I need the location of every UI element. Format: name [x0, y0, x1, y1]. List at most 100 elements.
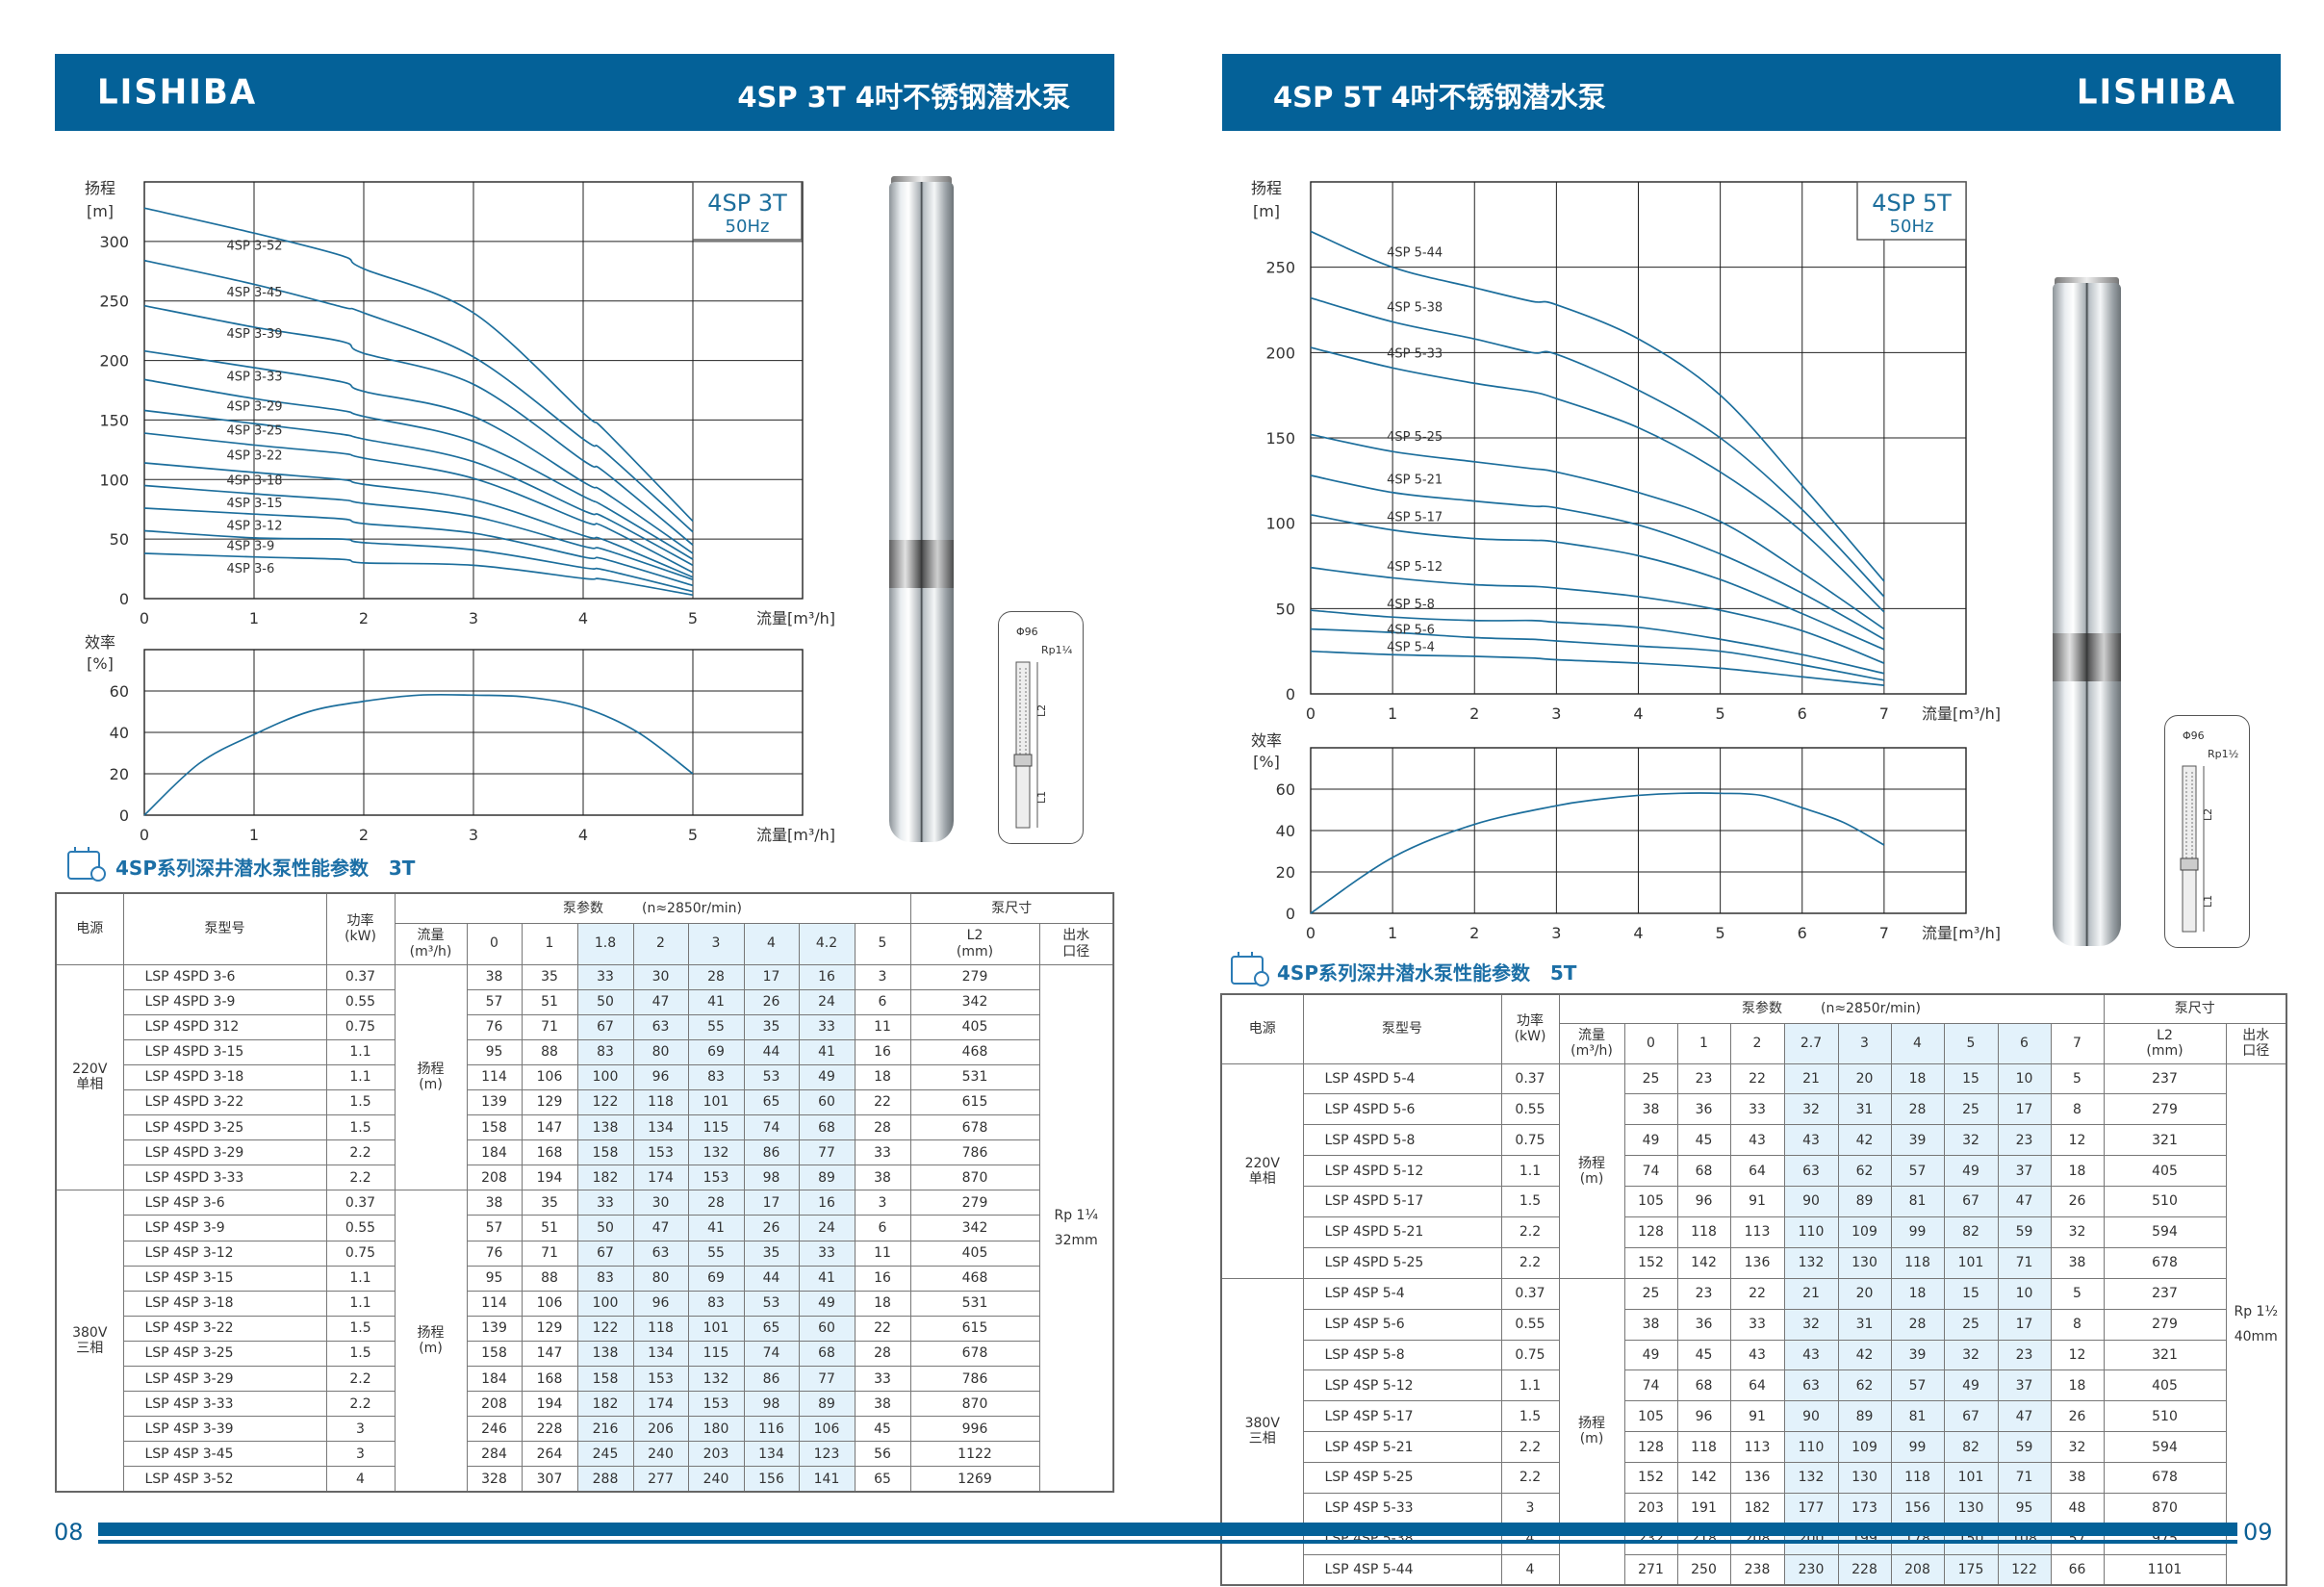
- head-value-cell: 136: [1729, 1246, 1785, 1279]
- head-value-cell: 65: [743, 1315, 800, 1342]
- head-value-cell: 99: [1890, 1216, 1945, 1248]
- head-curve: [143, 259, 694, 533]
- x-tick-label: 2: [359, 609, 369, 627]
- l2-cell: 405: [909, 1013, 1040, 1040]
- table-row: LSP 4SPD 312 0.75 76 71 67 63 55 35 33 11 405: [56, 1013, 1113, 1040]
- table-row: 380V 三相 LSP 4SP 3-6 0.37 扬程 (m) 38 35 33 30 28 17…: [55, 1190, 1113, 1493]
- model-cell: LSP 4SP 3-6: [122, 1190, 327, 1216]
- head-value-cell: 153: [632, 1365, 689, 1393]
- head-value-cell: 5: [2050, 1277, 2105, 1310]
- head-value-cell: 173: [1837, 1492, 1892, 1524]
- head-value-cell: 41: [798, 1038, 856, 1065]
- page-number: 09: [2243, 1519, 2273, 1546]
- col-header-pump-size: 泵尺寸: [909, 892, 1114, 924]
- head-value-cell: 24: [798, 988, 856, 1015]
- svg-text:L1: L1: [2202, 895, 2214, 908]
- head-value-cell: 49: [1943, 1155, 1999, 1188]
- curve-label: 4SP 5-12: [1387, 560, 1443, 575]
- x-tick-label: 5: [688, 609, 698, 627]
- col-header-model: 泵型号: [122, 892, 327, 965]
- head-value-cell: 32: [1783, 1308, 1839, 1341]
- head-curve: [1310, 346, 1885, 613]
- header-bar-right: 4SP 5T 4吋不锈钢潜水泵 LISHIBA: [1222, 54, 2281, 131]
- params-label: 泵参数: [562, 900, 603, 916]
- head-value-cell: 134: [632, 1340, 689, 1368]
- model-cell: LSP 4SPD 3-22: [122, 1088, 327, 1116]
- svg-text:L1: L1: [1035, 791, 1048, 804]
- table-row: LSP 4SP 5-8 0.75 49 45 43 43 42 39 32 23 12 321: [1221, 1339, 2286, 1371]
- head-value-cell: 153: [632, 1139, 689, 1166]
- head-curve: [143, 207, 694, 523]
- y-tick-label: 200: [1265, 344, 1295, 362]
- col-header-outlet: 出水 口径: [1038, 922, 1114, 965]
- head-value-cell: 98: [743, 1391, 800, 1418]
- svg-text:Φ96: Φ96: [1016, 626, 1038, 638]
- table-row: LSP 4SP 5-25 2.2 152 142 136 132 130 118 101 71 38…: [1221, 1462, 2286, 1494]
- head-value-cell: 41: [798, 1265, 856, 1292]
- head-value-cell: 47: [1997, 1400, 2052, 1433]
- power-cell: 0.37: [1500, 1062, 1560, 1095]
- efficiency-curve: [143, 693, 694, 816]
- col-header-flow-value: 3: [1837, 1022, 1892, 1064]
- head-curve: [143, 529, 694, 593]
- head-value-cell: 39: [1890, 1339, 1945, 1371]
- x-tick-label: 4: [1633, 704, 1643, 723]
- head-curve: [1310, 513, 1885, 651]
- section-title: 4SP系列深井潜水泵性能参数 5T: [1277, 961, 1577, 985]
- head-curve: [143, 507, 694, 587]
- head-value-cell: 28: [854, 1340, 911, 1368]
- col-header-flow-value: 2: [632, 922, 689, 965]
- curve-label: 4SP 5-25: [1387, 430, 1443, 445]
- brand-logo: LISHIBA: [2076, 72, 2236, 113]
- head-value-cell: 138: [576, 1114, 634, 1141]
- head-value-cell: 277: [632, 1466, 689, 1493]
- col-header-flow-value: 3: [687, 922, 745, 965]
- head-value-cell: 38: [1623, 1093, 1678, 1126]
- x-tick-label: 4: [578, 609, 588, 627]
- head-value-cell: 12: [2050, 1124, 2105, 1157]
- outlet-thread: Rp 1½: [2234, 1303, 2279, 1319]
- table-row: LSP 4SP 3-22 1.5 139 129 122 118 101 65 60 22 615: [56, 1315, 1113, 1342]
- head-value-cell: 123: [798, 1441, 856, 1468]
- l2-cell: 615: [909, 1088, 1040, 1116]
- head-value-cell: 16: [798, 963, 856, 990]
- power-cell: 0.37: [325, 963, 396, 990]
- table-row: LSP 4SP 3-12 0.75 76 71 67 63 55 35 33 11 405: [56, 1240, 1113, 1267]
- legend-frequency: 50Hz: [726, 217, 770, 237]
- model-cell: LSP 4SPD 5-21: [1302, 1216, 1502, 1248]
- power-cell: 0.75: [1500, 1124, 1560, 1157]
- head-value-cell: 95: [1997, 1492, 2052, 1524]
- head-value-cell: 43: [1783, 1339, 1839, 1371]
- head-value-cell: 71: [1997, 1246, 2052, 1279]
- table-row: LSP 4SPD 5-8 0.75 49 45 43 43 42 39 32 23 12 321: [1221, 1124, 2286, 1157]
- svg-text:Rp1¼: Rp1¼: [1041, 644, 1073, 656]
- head-value-cell: 62: [1837, 1369, 1892, 1402]
- curve-label: 4SP 3-9: [227, 539, 275, 553]
- head-value-cell: 246: [466, 1416, 523, 1443]
- head-value-cell: 110: [1783, 1431, 1839, 1464]
- head-value-cell: 33: [798, 1013, 856, 1040]
- col-header-model: 泵型号: [1302, 993, 1502, 1064]
- x-tick-label: 1: [249, 609, 259, 627]
- head-value-cell: 184: [466, 1365, 523, 1393]
- head-value-cell: 66: [2050, 1553, 2105, 1586]
- head-value-cell: 74: [1623, 1155, 1678, 1188]
- head-value-cell: 67: [1943, 1400, 1999, 1433]
- head-value-cell: 33: [1729, 1093, 1785, 1126]
- col-header-flow-value: 2: [1729, 1022, 1785, 1064]
- head-value-cell: 49: [1943, 1369, 1999, 1402]
- head-value-cell: 230: [1783, 1553, 1839, 1586]
- legend-model: 4SP 5T: [1872, 190, 1952, 217]
- power-cell: 1.1: [325, 1038, 396, 1065]
- head-value-cell: 17: [743, 1190, 800, 1216]
- table-row: 220V 单相 LSP 4SPD 3-6 0.37 扬程 (m) 38 35 33 30 28 1…: [55, 963, 1114, 1493]
- curve-label: 4SP 3-6: [227, 562, 275, 576]
- head-value-cell: 38: [1623, 1308, 1678, 1341]
- head-value-cell: 8: [2050, 1308, 2105, 1341]
- head-value-cell: 25: [1623, 1277, 1678, 1310]
- x-tick-label: 1: [1388, 924, 1397, 942]
- model-cell: LSP 4SPD 5-4: [1302, 1062, 1502, 1095]
- head-value-cell: 21: [1783, 1277, 1839, 1310]
- model-cell: LSP 4SPD 3-15: [122, 1038, 327, 1065]
- pump-image-5t: [2053, 277, 2121, 946]
